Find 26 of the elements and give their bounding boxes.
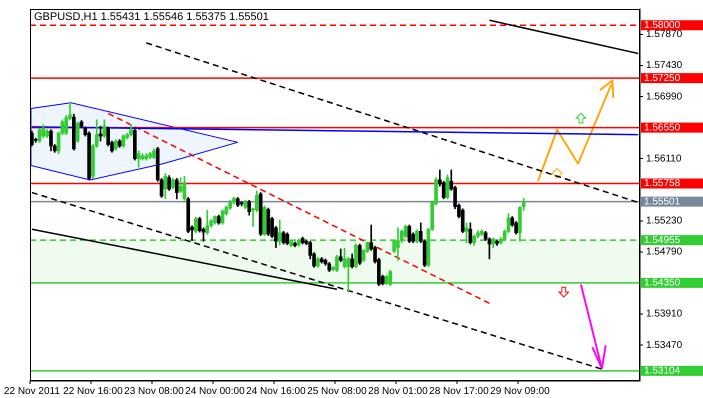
y-tick-label: 1.57870 <box>646 29 683 40</box>
x-tick-label: 22 Nov 2011 <box>4 386 60 397</box>
y-tick-label: 1.56110 <box>646 153 682 164</box>
x-tick-label: 24 Nov 16:00 <box>246 386 306 397</box>
y-tick-label: 1.55230 <box>646 216 683 227</box>
ref-line-label: 1.55501 <box>644 196 681 208</box>
x-tick-label: 22 Nov 16:00 <box>63 386 124 397</box>
y-tick-label: 1.54790 <box>646 246 683 258</box>
ref-line-label: 1.54955 <box>644 234 681 246</box>
x-tick-label: 24 Nov 00:00 <box>185 386 246 397</box>
x-tick-label: 25 Nov 08:00 <box>307 386 368 397</box>
ref-line-label: 1.56550 <box>644 122 681 134</box>
chart-title: GBPUSD,H1 1.55431 1.55546 1.55375 1.55501 <box>34 11 269 24</box>
y-tick-label: 1.53470 <box>646 340 683 351</box>
x-tick-label: 28 Nov 01:00 <box>368 386 428 397</box>
x-tick-label: 28 Nov 17:00 <box>429 386 490 397</box>
y-tick-label: 1.56990 <box>646 91 683 102</box>
x-tick-label: 29 Nov 09:00 <box>490 386 550 397</box>
ref-line-label: 1.53104 <box>644 366 681 377</box>
ref-line-label: 1.57250 <box>644 72 681 84</box>
ref-line-label: 1.58000 <box>644 20 681 31</box>
x-tick-label: 23 Nov 08:00 <box>124 386 184 397</box>
ref-line-label: 1.54350 <box>644 278 681 289</box>
ref-line-label: 1.55758 <box>644 178 681 190</box>
y-tick-label: 1.53910 <box>646 308 683 320</box>
y-tick-label: 1.57430 <box>646 60 683 72</box>
